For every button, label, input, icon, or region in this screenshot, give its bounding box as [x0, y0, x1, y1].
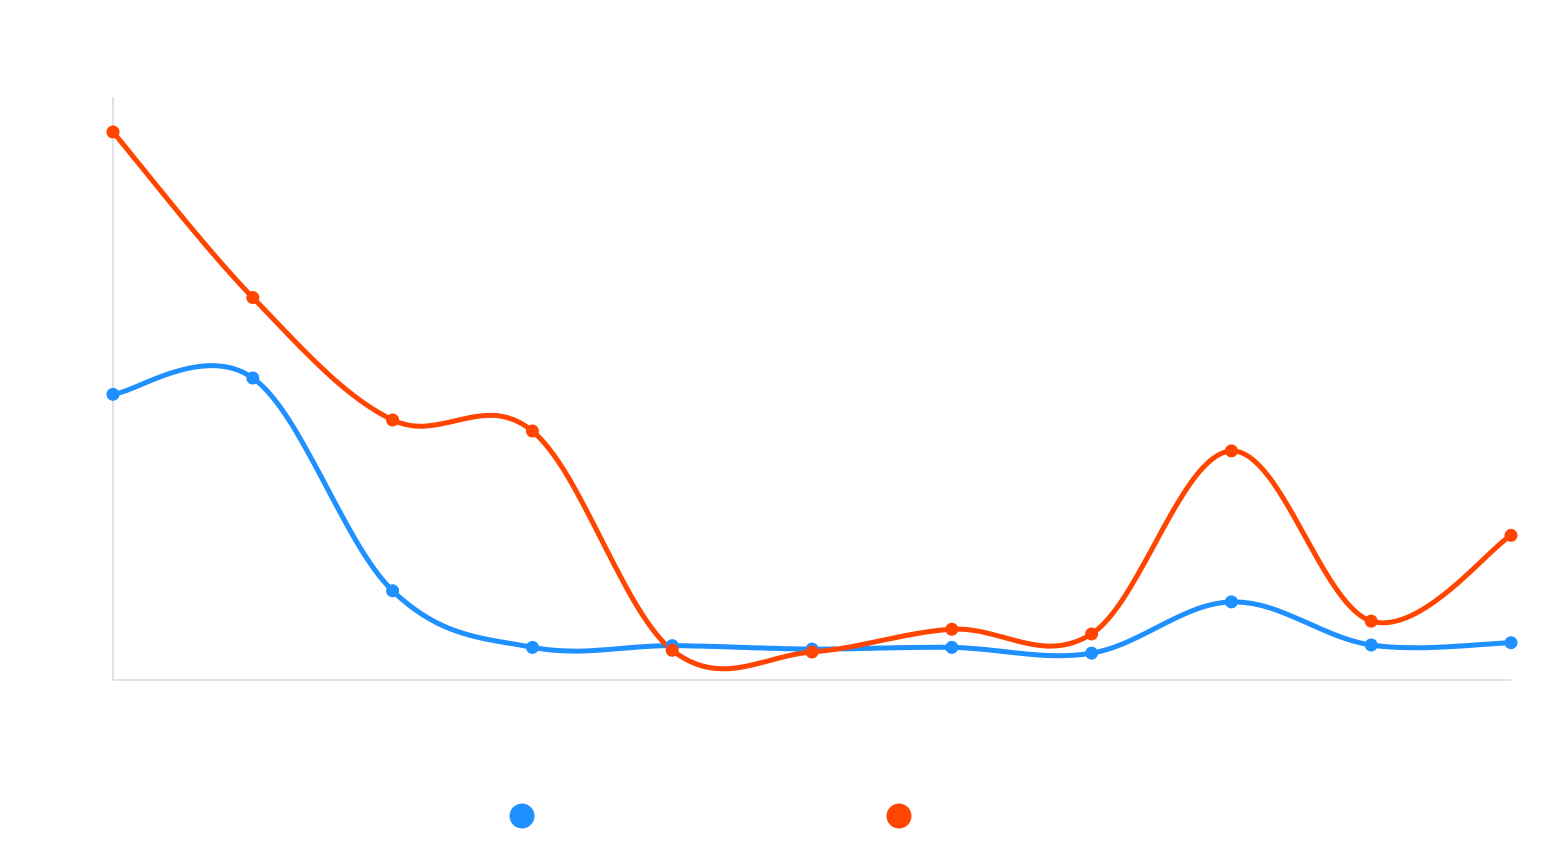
series-1-point: [246, 371, 260, 385]
series-2-point: [1085, 627, 1099, 641]
series-2-point: [246, 291, 260, 305]
series-1-point: [106, 387, 120, 401]
legend: [509, 803, 912, 829]
series-1-point: [945, 640, 959, 654]
series-2-point: [386, 413, 400, 427]
series-layer: [106, 125, 1518, 672]
series-1-point: [1085, 646, 1099, 660]
legend-marker-series-2[interactable]: [886, 803, 912, 829]
series-1-point: [525, 640, 539, 654]
series-1-point: [1364, 638, 1378, 652]
series-1-line: [110, 363, 1514, 659]
series-2-point: [805, 645, 819, 659]
series-2-point: [106, 125, 120, 139]
series-1-point: [1224, 595, 1238, 609]
series-1-point: [1504, 636, 1518, 650]
series-2-point: [945, 622, 959, 636]
series-2-line: [110, 129, 1514, 672]
legend-marker-series-1[interactable]: [509, 803, 535, 829]
series-2-point: [665, 643, 679, 657]
series-2-point: [1504, 528, 1518, 542]
series-2-point: [1224, 444, 1238, 458]
series-2-point: [1364, 614, 1378, 628]
series-1-point: [386, 584, 400, 598]
series-2-point: [525, 424, 539, 438]
